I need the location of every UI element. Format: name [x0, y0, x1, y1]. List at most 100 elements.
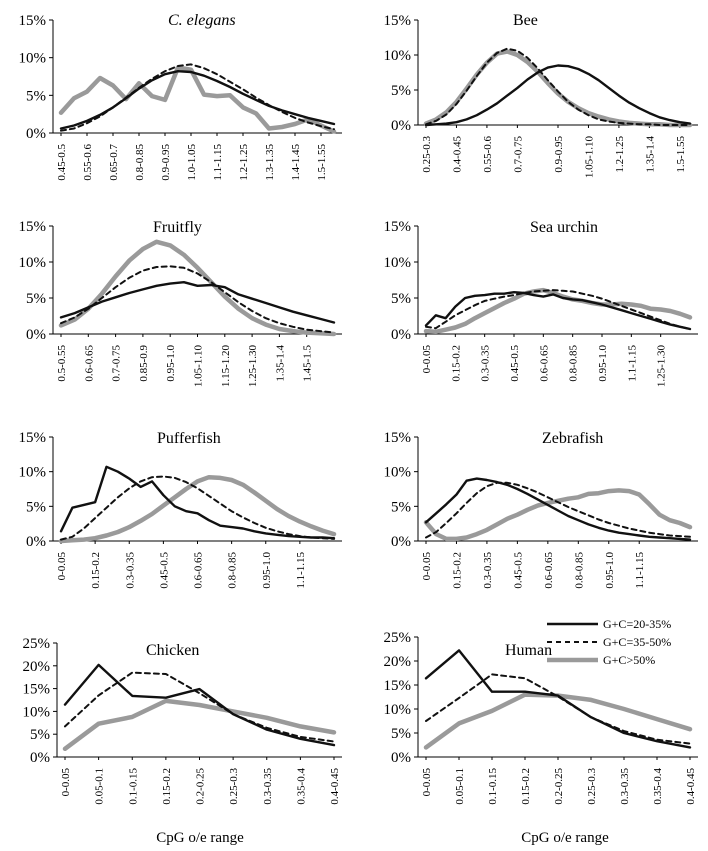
chart-panel-6: 0% 5% 10% 15% 0-0.05 0.15-0.2 0.3-0.35 0.45-0.5… — [384, 430, 698, 589]
series-line-2 — [425, 289, 691, 330]
series-line-3 — [58, 239, 337, 337]
series-line-3 — [62, 698, 337, 752]
x-tick-label: 0.25-0.3 — [228, 768, 240, 805]
x-tick-label: 0.05-0.1 — [454, 768, 466, 805]
y-tick-label: 10% — [384, 48, 412, 64]
series-line-3 — [423, 287, 693, 335]
y-tick-label: 15% — [19, 430, 47, 446]
y-tick-label: 10% — [19, 465, 47, 481]
y-tick-label: 15% — [19, 219, 47, 235]
x-tick-label: 0.7-0.75 — [512, 136, 524, 173]
x-tick-label: 0.05-0.1 — [94, 768, 106, 805]
x-axis-label-1: CpG o/e range — [156, 830, 244, 846]
y-tick-label: 15% — [384, 13, 412, 29]
y-tick-label: 0% — [391, 534, 411, 550]
x-tick-label: 0.35-0.4 — [652, 768, 664, 805]
x-tick-label: 1.35-1.4 — [644, 136, 656, 173]
x-tick-label: 0.4-0.45 — [685, 768, 697, 805]
series-line-1 — [424, 64, 692, 127]
x-tick-label: 1.3-1.35 — [264, 144, 276, 181]
x-tick-label: 1.4-1.45 — [290, 144, 302, 181]
series-line-2 — [60, 475, 335, 541]
y-tick-label: 0% — [391, 118, 411, 134]
x-tick-label: 0.9-0.95 — [160, 144, 172, 181]
x-tick-label: 0.5-0.55 — [56, 345, 68, 382]
chart-title: Bee — [513, 12, 538, 29]
x-tick-label: 0.15-0.2 — [450, 345, 462, 382]
x-tick-label: 0.45-0.5 — [158, 552, 170, 589]
chart-panel-5: 0% 5% 10% 15% 0-0.05 0.15-0.2 0.3-0.35 0.45-0.5… — [19, 430, 342, 589]
y-tick-label: 15% — [384, 678, 412, 694]
x-tick-label: 1.45-1.5 — [302, 345, 314, 382]
y-tick-label: 5% — [391, 726, 411, 742]
series-line-2 — [425, 673, 691, 745]
series-line-1 — [424, 649, 692, 749]
chart-panel-2: 0% 5% 10% 15% 0.25-0.3 0.4-0.45 0.55-0.6 0.7-0.… — [384, 12, 698, 178]
x-tick-label: 0.1-0.15 — [487, 768, 499, 805]
y-tick-label: 0% — [391, 750, 411, 766]
x-tick-label: 0.3-0.35 — [480, 345, 492, 382]
x-tick-label: 1.1-1.15 — [212, 144, 224, 181]
series-line-2 — [60, 265, 335, 334]
y-tick-label: 15% — [19, 13, 47, 29]
x-tick-label: 1.35-1.4 — [274, 345, 286, 382]
chart-title: Human — [505, 642, 552, 659]
chart-panel-1: 0% 5% 10% 15% 0.45-0.5 0.55-0.6 0.65-0.7 0.8-0.… — [19, 12, 342, 181]
x-tick-label: 0.8-0.85 — [134, 144, 146, 181]
x-tick-label: 1.25-1.30 — [247, 345, 259, 388]
x-tick-label: 0.55-0.6 — [482, 136, 494, 173]
x-tick-label: 0.2-0.25 — [553, 768, 565, 805]
series-line-1 — [424, 291, 692, 331]
x-tick-label: 1.25-1.30 — [656, 345, 668, 388]
x-tick-label: 0.4-0.45 — [329, 768, 341, 805]
x-tick-label: 0.95-1.0 — [261, 552, 273, 589]
chart-title: Sea urchin — [530, 219, 598, 236]
series-line-2 — [425, 47, 691, 126]
y-tick-label: 5% — [391, 83, 411, 99]
y-tick-label: 0% — [26, 327, 46, 343]
x-tick-label: 0.95-1.0 — [604, 552, 616, 589]
series-line-3 — [58, 474, 337, 544]
chart-title: C. elegans — [168, 12, 236, 29]
y-tick-label: 0% — [26, 534, 46, 550]
x-tick-label: 0.45-0.5 — [56, 144, 68, 181]
x-tick-label: 0.1-0.15 — [127, 768, 139, 805]
series-line-1 — [59, 69, 336, 130]
y-tick-label: 25% — [23, 636, 51, 652]
x-tick-label: 0.4-0.45 — [451, 136, 463, 173]
x-tick-label: 0.25-0.3 — [586, 768, 598, 805]
chart-panel-4: 0% 5% 10% 15% 0-0.05 0.15-0.2 0.3-0.35 0.45-0.5… — [384, 219, 698, 388]
legend: G+C=20-35% G+C=35-50% G+C>50% — [547, 617, 671, 667]
x-tick-label: 0.25-0.3 — [421, 136, 433, 173]
chart-panel-7: 0% 5% 10% 15% 20% 25% 0-0.05 0.05-0.1 0.1-0.15 0.… — [23, 636, 342, 805]
x-tick-label: 0-0.05 — [421, 345, 433, 374]
series-line-3 — [58, 65, 337, 134]
x-tick-label: 0.7-0.75 — [111, 345, 123, 382]
y-tick-label: 0% — [26, 126, 46, 142]
y-tick-label: 10% — [384, 702, 412, 718]
y-tick-label: 5% — [30, 727, 50, 743]
series-line-2 — [425, 481, 691, 539]
x-tick-label: 0.6-0.65 — [83, 345, 95, 382]
x-tick-label: 0.55-0.6 — [82, 144, 94, 181]
x-tick-label: 0.8-0.85 — [227, 552, 239, 589]
x-tick-label: 1.5-1.55 — [316, 144, 328, 181]
y-tick-label: 0% — [391, 327, 411, 343]
x-tick-label: 0.6-0.65 — [543, 552, 555, 589]
y-tick-label: 10% — [384, 255, 412, 271]
chart-title: Fruitfly — [153, 219, 202, 236]
y-tick-label: 0% — [30, 750, 50, 766]
x-tick-label: 0.9-0.95 — [553, 136, 565, 173]
x-tick-label: 1.1-1.15 — [634, 552, 646, 589]
chart-title: Chicken — [146, 642, 199, 659]
chart-panel-3: 0% 5% 10% 15% 0.5-0.55 0.6-0.65 0.7-0.75 0.85-0… — [19, 219, 342, 388]
y-tick-label: 25% — [384, 630, 412, 646]
series-line-3 — [423, 488, 693, 542]
x-tick-label: 0.15-0.2 — [90, 552, 102, 589]
x-tick-label: 0.6-0.65 — [538, 345, 550, 382]
x-tick-label: 0.65-0.7 — [108, 144, 120, 181]
y-tick-label: 10% — [384, 465, 412, 481]
chart-title: Pufferfish — [157, 430, 221, 447]
x-tick-label: 0.15-0.2 — [451, 552, 463, 589]
x-tick-label: 0.8-0.85 — [573, 552, 585, 589]
